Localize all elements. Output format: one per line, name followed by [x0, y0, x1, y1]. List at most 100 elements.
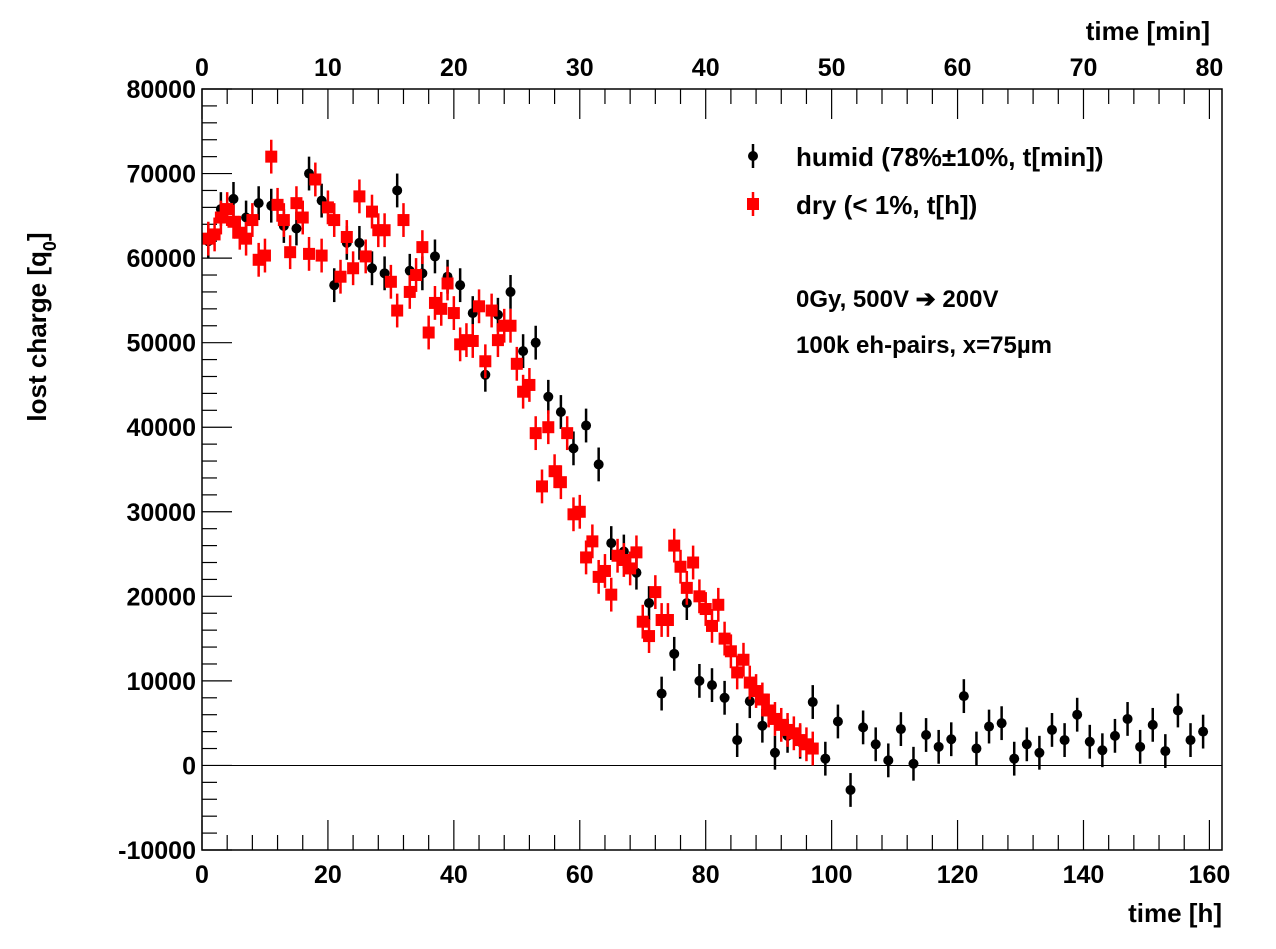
annotation-pairs: 100k eh-pairs, x=75µm [796, 332, 1052, 359]
data-point-humid [1034, 747, 1045, 758]
y-tick-label: 70000 [126, 161, 196, 189]
data-point-dry [504, 319, 517, 332]
data-point-humid [367, 263, 377, 274]
data-point-dry [529, 427, 542, 440]
annotation-voltage: 0Gy, 500V ➔ 200V [796, 286, 998, 313]
data-point-humid [832, 716, 843, 727]
data-point-humid [707, 680, 717, 691]
data-point-humid [543, 391, 554, 402]
data-point-humid [719, 692, 730, 703]
data-point-humid [530, 337, 541, 348]
x-tick-label: 100 [811, 861, 853, 889]
x-tick-label: 40 [440, 861, 468, 889]
data-point-dry [649, 586, 662, 599]
x2-tick-label: 30 [566, 54, 594, 82]
data-point-humid [1084, 736, 1095, 747]
y-tick-label: 50000 [126, 330, 196, 358]
data-point-dry [473, 300, 486, 313]
data-point-dry [378, 224, 391, 237]
data-point-humid [656, 688, 667, 699]
data-point-humid [1185, 735, 1196, 746]
data-point-humid [581, 420, 592, 431]
y-tick-label: 20000 [126, 583, 196, 611]
data-point-dry [687, 556, 700, 569]
data-point-dry [359, 250, 372, 263]
data-point-dry [636, 615, 649, 628]
data-point-humid [895, 724, 906, 735]
data-point-humid [1097, 745, 1108, 756]
axis-ticks [201, 88, 1211, 851]
data-point-humid [669, 648, 680, 659]
data-point-dry [724, 645, 737, 658]
data-point-humid [769, 747, 780, 758]
data-point-dry [303, 247, 316, 260]
data-point-dry [271, 198, 284, 211]
data-point-humid [606, 538, 617, 549]
data-point-humid [455, 280, 466, 291]
legend-dry-label: dry (< 1%, t[h]) [796, 190, 977, 220]
data-point-dry [737, 653, 750, 666]
x-tick-label: 160 [1189, 861, 1231, 889]
data-point-dry [347, 262, 360, 275]
data-point-humid [870, 739, 881, 750]
x-tick-label: 140 [1063, 861, 1105, 889]
data-point-humid [1059, 735, 1070, 746]
data-point-dry [479, 355, 492, 368]
data-point-humid [858, 722, 869, 733]
data-point-dry [258, 249, 271, 262]
data-point-dry [580, 551, 593, 564]
data-point-dry [277, 214, 290, 227]
data-point-humid [946, 734, 957, 745]
x-tick-label: 60 [566, 861, 594, 889]
data-point-dry [391, 304, 404, 317]
data-point-humid [568, 443, 579, 454]
x2-tick-label: 70 [1070, 54, 1098, 82]
x2-tick-label: 80 [1196, 54, 1224, 82]
data-point-dry [643, 630, 656, 643]
legend-dry-marker [747, 198, 759, 210]
data-point-humid [1147, 719, 1158, 730]
data-point-humid [908, 758, 919, 769]
x2-tick-label: 60 [944, 54, 972, 82]
data-point-humid [354, 237, 365, 248]
y-tick-label: 40000 [126, 414, 196, 442]
x2-tick-label: 20 [440, 54, 468, 82]
data-point-humid [807, 697, 818, 708]
x2-tick-label: 50 [818, 54, 846, 82]
y-axis-title-sub: 0 [40, 241, 60, 251]
data-point-dry [668, 539, 681, 552]
data-point-dry [693, 590, 706, 603]
data-point-humid [744, 696, 755, 707]
data-point-humid [1160, 746, 1171, 757]
y-axis-title-main: lost charge [q [22, 251, 52, 421]
data-point-dry [321, 201, 334, 214]
data-point-dry [290, 197, 303, 210]
data-point-dry [573, 505, 586, 518]
humid-series [203, 156, 1209, 807]
data-point-dry [221, 203, 234, 216]
data-point-humid [253, 198, 264, 209]
x2-axis-title: time [min] [1086, 16, 1210, 46]
data-point-dry [536, 480, 548, 493]
data-point-dry [712, 598, 725, 611]
data-point-dry [706, 619, 718, 632]
x2-tick-label: 10 [314, 54, 342, 82]
data-point-dry [605, 588, 618, 601]
data-point-dry [309, 173, 322, 186]
data-point-humid [694, 675, 705, 686]
x-tick-label: 120 [937, 861, 979, 889]
y-tick-label: 0 [182, 752, 196, 780]
data-point-humid [1198, 726, 1209, 737]
data-point-dry [491, 334, 504, 347]
y-tick-label: 30000 [126, 499, 196, 527]
data-point-humid [958, 691, 969, 702]
data-point-humid [820, 753, 831, 764]
data-point-dry [485, 304, 498, 317]
legend: humid (78%±10%, t[min]) dry (< 1%, t[h]) [747, 142, 1104, 220]
data-point-humid [593, 459, 604, 470]
data-point-humid [1047, 724, 1057, 735]
data-point-humid [757, 720, 768, 731]
data-point-dry [315, 249, 328, 262]
data-point-dry [466, 334, 479, 347]
data-point-dry [523, 378, 536, 391]
